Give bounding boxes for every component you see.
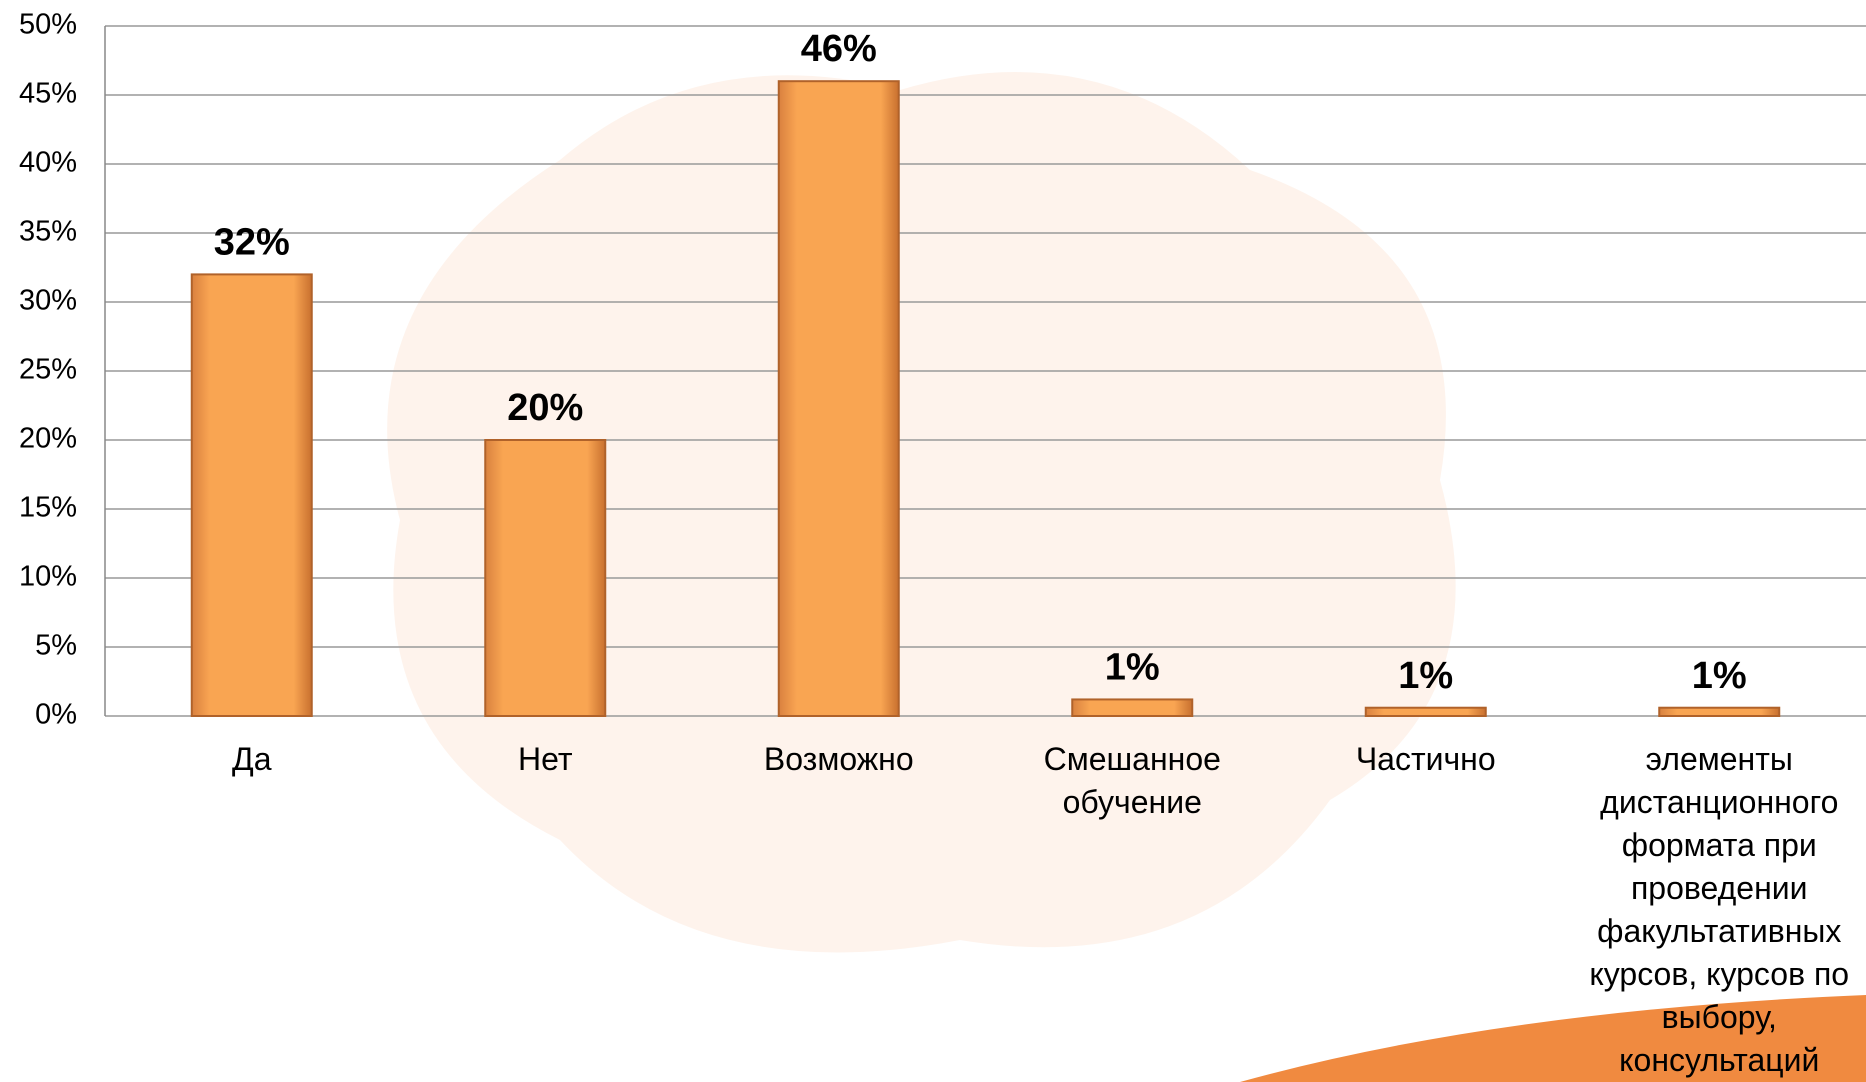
x-tick-label: элементы дистанционного формата при пров… [1589,741,1850,1078]
data-label: 1% [1398,655,1453,697]
x-tick-label: Нет [518,741,573,777]
data-label: 32% [214,221,290,263]
y-tick-label: 50% [19,9,77,41]
bar [484,439,607,717]
y-tick-label: 40% [19,147,77,179]
y-tick-label: 45% [19,78,77,110]
x-tick-label: Смешанное обучение [1043,741,1221,820]
bar [1658,706,1781,717]
data-label: 46% [801,28,877,70]
corner-swoosh [1240,995,1866,1082]
data-label: 1% [1105,646,1160,688]
y-tick-label: 0% [35,699,77,731]
y-tick-label: 5% [35,630,77,662]
data-label: 1% [1692,655,1747,697]
x-tick-label: Частично [1355,741,1496,777]
y-tick-label: 35% [19,216,77,248]
y-tick-label: 10% [19,561,77,593]
bar [1071,698,1194,718]
x-tick-label: Да [232,741,272,777]
y-tick-label: 20% [19,423,77,455]
x-tick-label: Возможно [763,741,914,777]
background-decoration [387,72,1456,953]
y-tick-label: 25% [19,354,77,386]
y-tick-label: 30% [19,285,77,317]
y-tick-label: 15% [19,492,77,524]
data-label: 20% [507,387,583,429]
bar [1364,706,1487,717]
bar [777,80,900,717]
bar [190,273,313,717]
